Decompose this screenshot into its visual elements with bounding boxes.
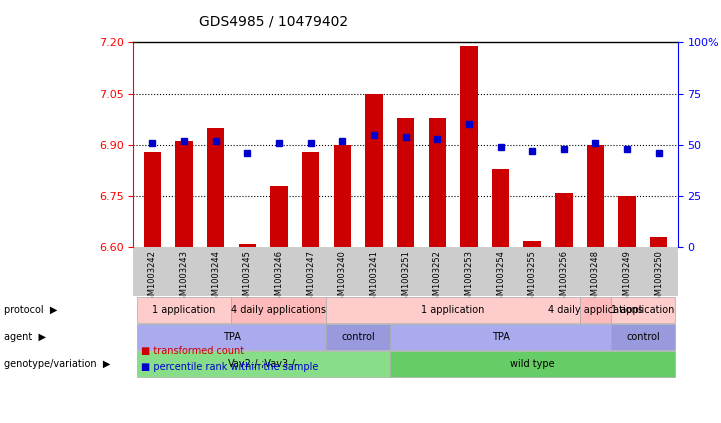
Bar xyxy=(619,196,636,247)
Text: TPA: TPA xyxy=(492,332,510,342)
Text: 1 application: 1 application xyxy=(611,305,675,315)
Text: protocol  ▶: protocol ▶ xyxy=(4,305,57,315)
Bar xyxy=(143,152,161,247)
Bar xyxy=(207,128,224,247)
Text: Vav2-/-;Vav3-/-: Vav2-/-;Vav3-/- xyxy=(227,359,298,369)
Bar xyxy=(175,141,193,247)
Bar xyxy=(555,193,572,247)
Text: ■ transformed count: ■ transformed count xyxy=(141,346,244,356)
Text: wild type: wild type xyxy=(510,359,554,369)
Bar xyxy=(523,241,541,247)
Bar xyxy=(492,169,509,247)
Bar xyxy=(302,152,319,247)
Text: 1 application: 1 application xyxy=(421,305,485,315)
Bar xyxy=(428,118,446,247)
Text: GDS4985 / 10479402: GDS4985 / 10479402 xyxy=(200,15,348,29)
Text: agent  ▶: agent ▶ xyxy=(4,332,45,342)
Bar xyxy=(270,186,288,247)
Text: 1 application: 1 application xyxy=(152,305,216,315)
Bar xyxy=(650,237,668,247)
Bar xyxy=(460,46,477,247)
Bar xyxy=(239,244,256,247)
Text: TPA: TPA xyxy=(223,332,240,342)
Text: control: control xyxy=(626,332,660,342)
Bar xyxy=(397,118,415,247)
Text: 4 daily applications: 4 daily applications xyxy=(548,305,643,315)
Text: 4 daily applications: 4 daily applications xyxy=(231,305,327,315)
Bar xyxy=(334,145,351,247)
Bar xyxy=(587,145,604,247)
Text: control: control xyxy=(341,332,375,342)
Bar xyxy=(366,93,383,247)
Text: genotype/variation  ▶: genotype/variation ▶ xyxy=(4,359,110,369)
Text: ■ percentile rank within the sample: ■ percentile rank within the sample xyxy=(141,362,318,372)
